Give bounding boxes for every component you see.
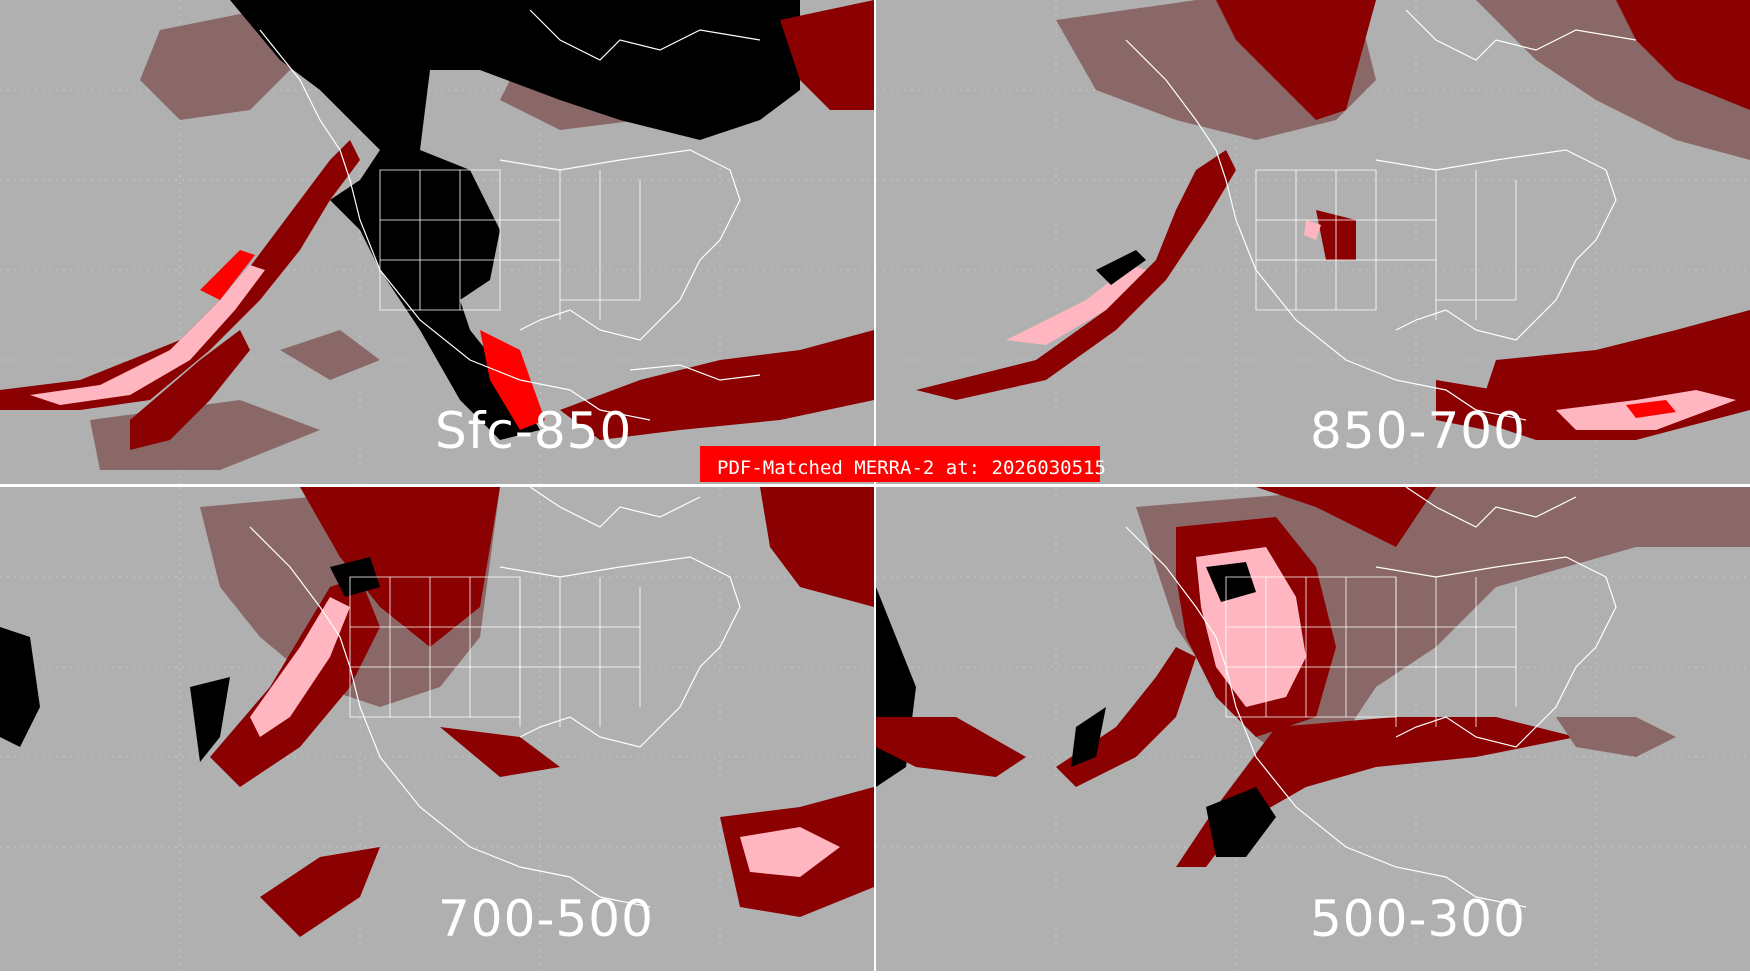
state-borders bbox=[349, 576, 641, 727]
data-field bbox=[0, 487, 874, 937]
layer-label-700-500: 700-500 bbox=[438, 890, 654, 948]
state-borders bbox=[1225, 576, 1517, 727]
state-borders bbox=[379, 169, 641, 320]
figure-title: PDF-Matched MERRA-2 at: 2026030515 bbox=[717, 457, 1106, 479]
graticule bbox=[876, 487, 1750, 971]
map-sfc-850 bbox=[0, 0, 874, 484]
map-700-500 bbox=[0, 487, 874, 971]
layer-label-500-300: 500-300 bbox=[1310, 890, 1526, 948]
map-panel-sfc-850 bbox=[0, 0, 874, 484]
data-field bbox=[0, 0, 874, 470]
map-panel-500-300 bbox=[876, 487, 1750, 971]
layer-label-850-700: 850-700 bbox=[1310, 402, 1526, 460]
map-panel-850-700 bbox=[876, 0, 1750, 484]
layer-label-sfc-850: Sfc-850 bbox=[435, 402, 633, 460]
data-field bbox=[876, 487, 1750, 867]
map-500-300 bbox=[876, 487, 1750, 971]
map-panel-700-500 bbox=[0, 487, 874, 971]
panel-divider-horizontal bbox=[0, 484, 1750, 487]
map-850-700 bbox=[876, 0, 1750, 484]
coastlines bbox=[249, 487, 741, 908]
panel-divider-vertical bbox=[874, 0, 876, 976]
state-borders bbox=[1255, 169, 1517, 320]
data-field bbox=[916, 0, 1750, 440]
coastlines bbox=[1125, 487, 1617, 908]
title-banner bbox=[700, 446, 1100, 482]
